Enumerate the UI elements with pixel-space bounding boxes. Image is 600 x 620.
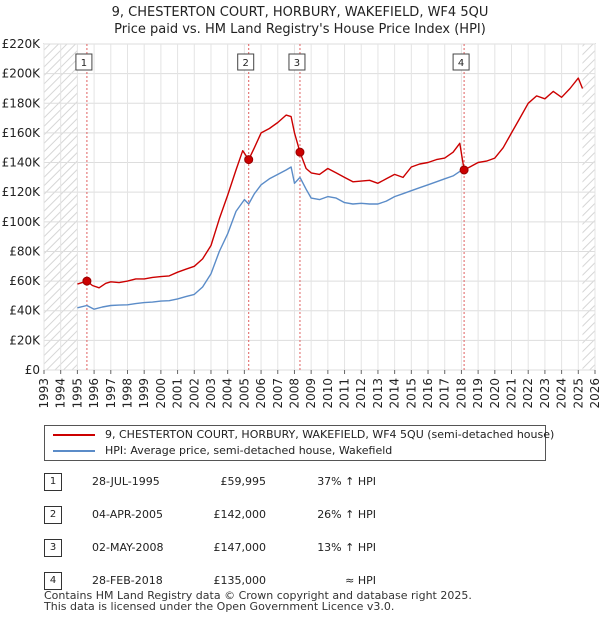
sale-marker-badge: 4 (44, 572, 62, 590)
x-tick-label: 2021 (505, 378, 519, 409)
x-tick-label: 2024 (555, 378, 569, 409)
series-line (77, 166, 465, 310)
sale-hpi-relation: ≈ HPI (345, 574, 376, 587)
x-tick-label: 2003 (204, 378, 218, 409)
x-tick-label: 2006 (254, 378, 268, 409)
sale-hpi-relation: 13% ↑ HPI (317, 541, 376, 554)
x-tick-label: 2004 (221, 378, 235, 409)
y-tick-label: £0 (25, 363, 40, 377)
x-tick-label: 1995 (70, 378, 84, 409)
x-tick-label: 2017 (438, 378, 452, 409)
sale-price: £147,000 (213, 541, 267, 554)
sale-date: 04-APR-2005 (92, 508, 164, 521)
x-tick-label: 2023 (538, 378, 552, 409)
x-tick-label: 2002 (187, 378, 201, 409)
y-tick-label: £140K (2, 156, 42, 170)
sale-point (459, 165, 469, 175)
y-tick-label: £60K (9, 274, 41, 288)
y-tick-label: £200K (2, 67, 42, 81)
y-tick-label: £120K (2, 185, 42, 199)
y-tick-label: £220K (2, 37, 42, 51)
sale-date: 28-JUL-1995 (92, 475, 160, 488)
sale-marker-box (452, 53, 470, 71)
x-tick-label: 2005 (237, 378, 251, 409)
legend-swatch-property (53, 434, 95, 436)
legend-item-hpi: HPI: Average price, semi-detached house,… (53, 443, 392, 459)
sale-marker-label: 3 (294, 58, 300, 69)
sale-row: 1 28-JUL-1995 £59,995 37% ↑ HPI (44, 473, 444, 491)
x-tick-label: 2026 (588, 378, 600, 409)
x-tick-label: 2025 (571, 378, 585, 409)
chart-title: 9, CHESTERTON COURT, HORBURY, WAKEFIELD,… (0, 4, 600, 38)
sale-date: 28-FEB-2018 (92, 574, 163, 587)
x-tick-label: 2020 (488, 378, 502, 409)
x-tick-label: 2015 (404, 378, 418, 409)
x-tick-label: 1994 (54, 378, 68, 409)
x-tick-label: 2014 (388, 378, 402, 409)
legend-item-property: 9, CHESTERTON COURT, HORBURY, WAKEFIELD,… (53, 427, 554, 443)
sale-point (244, 155, 254, 165)
y-tick-label: £80K (9, 244, 41, 258)
x-tick-label: 2018 (454, 378, 468, 409)
x-tick-label: 2013 (371, 378, 385, 409)
sale-price: £142,000 (213, 508, 267, 521)
x-tick-label: 2010 (321, 378, 335, 409)
x-tick-label: 2011 (338, 378, 352, 409)
plot-area (43, 43, 596, 371)
unavailable-period-shading (582, 44, 595, 370)
sale-price: £135,000 (213, 574, 267, 587)
y-tick-label: £160K (2, 126, 42, 140)
y-tick-label: £20K (9, 333, 41, 347)
x-tick-label: 1998 (120, 378, 134, 409)
x-tick-label: 1997 (104, 378, 118, 409)
chart-title-line-1: 9, CHESTERTON COURT, HORBURY, WAKEFIELD,… (111, 5, 489, 20)
sale-row: 2 04-APR-2005 £142,000 26% ↑ HPI (44, 506, 444, 524)
x-tick-label: 2009 (304, 378, 318, 409)
x-tick-label: 2008 (287, 378, 301, 409)
chart-legend: 9, CHESTERTON COURT, HORBURY, WAKEFIELD,… (44, 425, 554, 461)
sale-marker-label: 2 (243, 58, 249, 69)
series-line (77, 77, 584, 289)
x-tick-label: 2019 (471, 378, 485, 409)
sale-point (295, 147, 305, 157)
chart-title-line-2: Price paid vs. HM Land Registry's House … (114, 22, 486, 37)
sale-marker-label: 1 (81, 58, 87, 69)
footer-line-1: Contains HM Land Registry data © Crown c… (44, 589, 472, 602)
legend-label-hpi: HPI: Average price, semi-detached house,… (105, 444, 393, 457)
x-tick-label: 1999 (137, 378, 151, 409)
sale-marker-badge: 1 (44, 473, 62, 491)
sale-date: 02-MAY-2008 (92, 541, 164, 554)
y-tick-label: £180K (2, 96, 42, 110)
x-tick-label: 2000 (154, 378, 168, 409)
footer-line-2: This data is licensed under the Open Gov… (44, 600, 395, 613)
y-tick-label: £40K (9, 304, 41, 318)
sale-marker-badge: 2 (44, 506, 62, 524)
legend-label-property: 9, CHESTERTON COURT, HORBURY, WAKEFIELD,… (105, 428, 555, 441)
sale-marker-badge: 3 (44, 539, 62, 557)
sale-marker-label: 4 (458, 58, 464, 69)
sale-hpi-relation: 26% ↑ HPI (317, 508, 376, 521)
sale-row: 3 02-MAY-2008 £147,000 13% ↑ HPI (44, 539, 444, 557)
sale-price: £59,995 (220, 475, 267, 488)
legend-swatch-hpi (53, 450, 95, 452)
x-tick-label: 1996 (87, 378, 101, 409)
x-tick-label: 2001 (171, 378, 185, 409)
sale-marker-box (237, 53, 255, 71)
x-tick-label: 2012 (354, 378, 368, 409)
x-tick-label: 2022 (521, 378, 535, 409)
sale-marker-box (288, 53, 306, 71)
sale-point (82, 276, 92, 286)
x-tick-label: 1993 (37, 378, 51, 409)
sale-marker-box (75, 53, 93, 71)
x-tick-label: 2016 (421, 378, 435, 409)
price-chart: £0 £20K £40K £60K £80K £100K £120K £140K £160K £1… (2, 37, 600, 409)
footer-attribution: Contains HM Land Registry data © Crown c… (44, 590, 472, 612)
sale-row: 4 28-FEB-2018 £135,000 ≈ HPI (44, 572, 444, 590)
x-tick-label: 2007 (271, 378, 285, 409)
sale-hpi-relation: 37% ↑ HPI (317, 475, 376, 488)
y-tick-label: £100K (2, 215, 42, 229)
